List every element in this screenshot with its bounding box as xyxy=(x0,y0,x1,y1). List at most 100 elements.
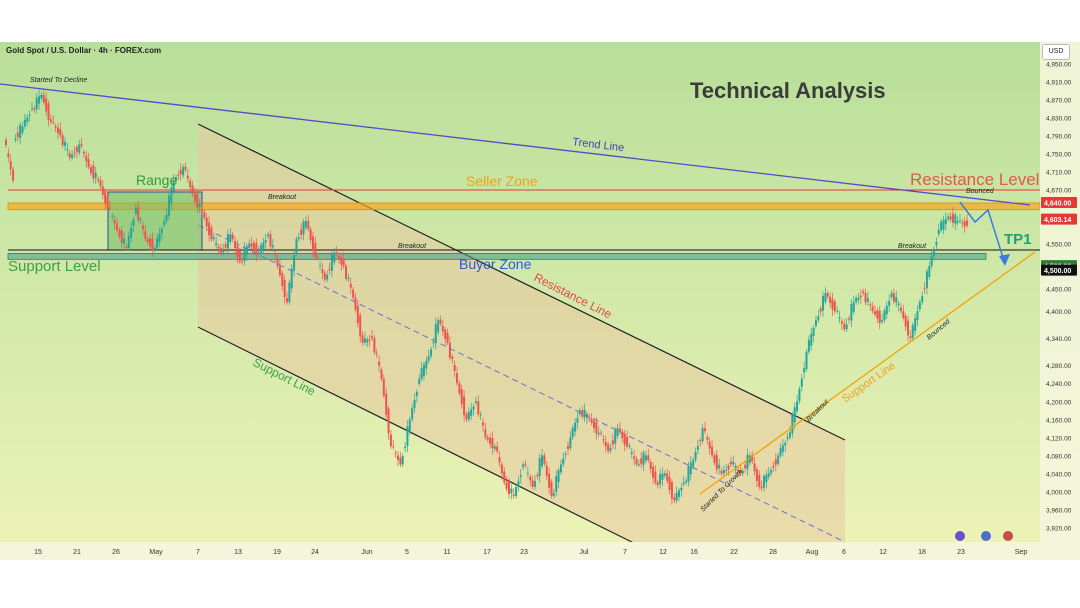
candle-body xyxy=(486,437,489,440)
candle-body xyxy=(439,320,442,324)
candle-body xyxy=(269,234,272,247)
candle-body xyxy=(533,481,536,487)
candle-body xyxy=(798,388,801,402)
candle-body xyxy=(758,475,761,487)
candle-body xyxy=(807,339,810,352)
y-tick-label: 4,120.00 xyxy=(1046,435,1072,442)
candle-body xyxy=(550,481,553,496)
x-tick-label: Jul xyxy=(580,549,589,556)
candle-body xyxy=(911,325,914,339)
y-tick-label: 4,200.00 xyxy=(1046,399,1072,406)
candle-body xyxy=(134,207,137,214)
candle-body xyxy=(73,152,76,154)
channel-midline xyxy=(197,224,846,543)
candle-body xyxy=(434,324,437,344)
candle-body xyxy=(713,455,716,463)
candle-body xyxy=(548,473,551,488)
x-axis-panel xyxy=(0,542,1080,560)
candle-body xyxy=(101,186,104,195)
candle-body xyxy=(505,482,508,489)
candle-body xyxy=(621,431,624,439)
y-tick-label: 3,960.00 xyxy=(1046,507,1072,514)
candle-body xyxy=(602,439,605,441)
candle-body xyxy=(737,469,740,471)
candle-body xyxy=(371,336,374,339)
candle-body xyxy=(456,373,459,384)
candle-body xyxy=(722,470,725,474)
candle-body xyxy=(217,246,220,249)
candle-body xyxy=(38,96,41,104)
candle-body xyxy=(238,250,241,262)
candle-body xyxy=(264,240,267,243)
candle-body xyxy=(751,455,754,462)
candle-body xyxy=(460,389,463,405)
candle-body xyxy=(512,494,515,496)
x-tick-label: 7 xyxy=(196,549,200,556)
candle-body xyxy=(153,248,156,250)
x-tick-label: 12 xyxy=(879,549,887,556)
candle-body xyxy=(389,434,392,447)
candle-body xyxy=(108,207,111,209)
candle-body xyxy=(923,288,926,290)
candle-body xyxy=(765,474,768,483)
candle-body xyxy=(33,108,36,110)
candle-body xyxy=(496,446,499,452)
candle-body xyxy=(909,336,912,339)
candle-body xyxy=(845,324,848,330)
descending-channel xyxy=(197,123,846,560)
candle-body xyxy=(302,221,305,234)
candle-body xyxy=(189,180,192,188)
candle-body xyxy=(175,177,178,181)
candle-body xyxy=(359,315,362,337)
candle-body xyxy=(151,238,154,251)
candle-body xyxy=(706,437,709,440)
candle-body xyxy=(892,293,895,302)
candle-body xyxy=(852,302,855,312)
candle-body xyxy=(855,297,858,303)
candle-body xyxy=(304,221,307,228)
candle-body xyxy=(392,446,395,448)
x-tick-label: 22 xyxy=(730,549,738,556)
candle-body xyxy=(701,428,704,442)
candle-body xyxy=(956,221,959,223)
candle-body xyxy=(685,480,688,483)
candle-body xyxy=(16,132,19,138)
currency-badge[interactable]: USD xyxy=(1042,44,1070,60)
candle-body xyxy=(902,311,905,318)
candle-body xyxy=(118,230,121,237)
candle-body xyxy=(961,222,964,224)
candle-body xyxy=(441,325,444,332)
candle-body xyxy=(97,179,100,181)
candle-body xyxy=(35,97,38,109)
candle-body xyxy=(40,94,43,99)
price-tag-2 xyxy=(1041,213,1077,225)
x-axis: 15 21 26 May 7 13 19 24 Jun 5 11 17 23 Jul 7 12 16 22 28 Au… xyxy=(0,531,1080,560)
candle-body xyxy=(158,233,161,243)
candle-body xyxy=(531,480,534,487)
candle-body xyxy=(694,451,697,460)
y-tick-label: 4,750.00 xyxy=(1046,151,1072,158)
chart-svg[interactable]: 4,950.00 4,910.00 4,870.00 4,830.00 4,790.00… xyxy=(0,42,1080,560)
candle-body xyxy=(229,234,232,243)
candle-body xyxy=(826,293,829,297)
candle-body xyxy=(472,406,475,410)
candle-body xyxy=(465,414,468,420)
candle-body xyxy=(326,274,329,280)
candle-body xyxy=(45,98,48,112)
chart-title: Technical Analysis xyxy=(690,78,886,103)
candle-body xyxy=(843,323,846,330)
candle-body xyxy=(245,246,248,255)
candle-body xyxy=(585,414,588,418)
candle-body xyxy=(897,303,900,306)
candle-body xyxy=(14,138,17,140)
candle-body xyxy=(614,429,617,444)
price-tag-label: 4,500.00 xyxy=(1044,268,1071,275)
x-tick-label: Aug xyxy=(806,549,819,556)
candle-body xyxy=(611,440,614,445)
candle-body xyxy=(47,103,50,121)
candle-body xyxy=(687,466,690,482)
candle-body xyxy=(848,318,851,320)
candle-body xyxy=(725,469,728,471)
candle-body xyxy=(458,383,461,394)
candle-body xyxy=(311,236,314,252)
